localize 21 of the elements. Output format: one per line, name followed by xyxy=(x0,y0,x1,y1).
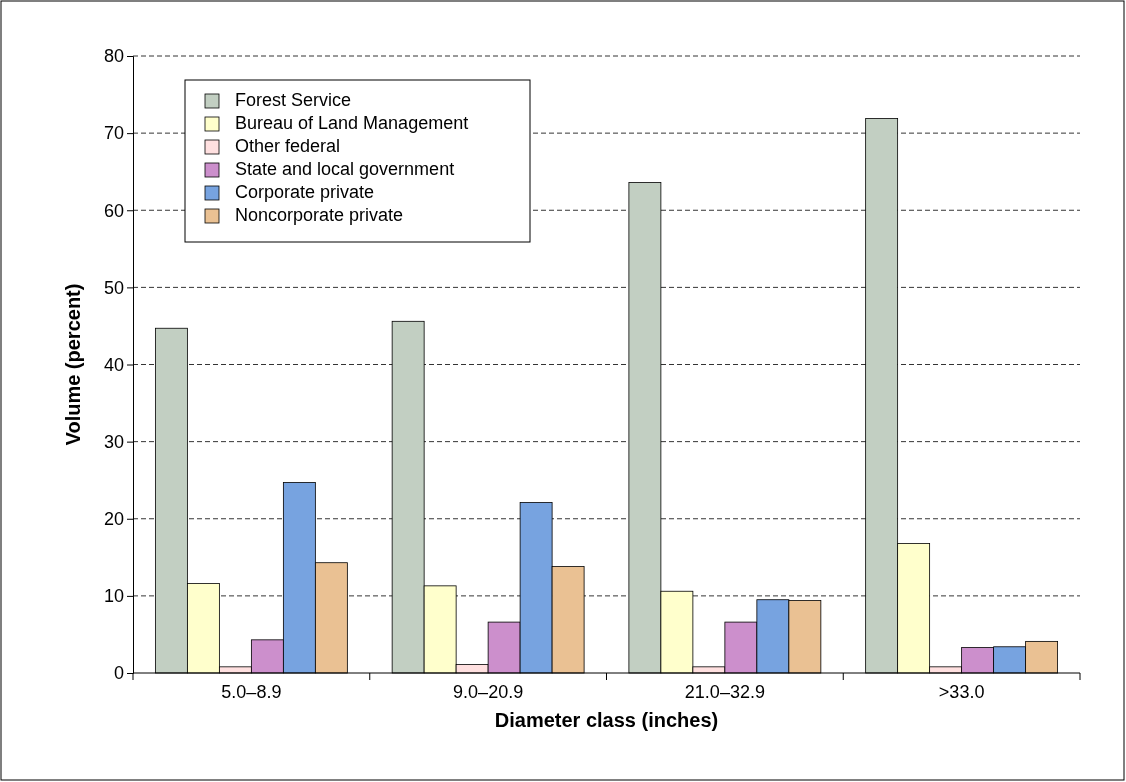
y-tick-label: 40 xyxy=(103,354,124,375)
y-tick-label: 20 xyxy=(103,509,124,530)
legend-label: Other federal xyxy=(235,136,341,156)
y-tick-label: 80 xyxy=(103,46,124,67)
x-tick-label: 9.0–20.9 xyxy=(453,681,524,702)
y-tick-label: 0 xyxy=(113,663,124,684)
legend-label: Bureau of Land Management xyxy=(235,113,469,133)
y-tick-label: 30 xyxy=(103,431,124,452)
legend-label: Forest Service xyxy=(235,90,352,110)
y-tick-label: 50 xyxy=(103,277,124,298)
y-tick-label: 70 xyxy=(103,123,124,144)
legend-label: State and local government xyxy=(235,159,455,179)
x-tick-label: >33.0 xyxy=(938,681,985,702)
y-tick-label: 10 xyxy=(103,586,124,607)
legend-label: Corporate private xyxy=(235,182,375,202)
x-axis-title: Diameter class (inches) xyxy=(494,709,719,731)
y-axis-title: Volume (percent) xyxy=(62,283,84,446)
y-tick-label: 60 xyxy=(103,200,124,221)
legend-label: Noncorporate private xyxy=(235,205,404,225)
x-tick-label: 21.0–32.9 xyxy=(684,681,765,702)
x-tick-label: 5.0–8.9 xyxy=(221,681,282,702)
